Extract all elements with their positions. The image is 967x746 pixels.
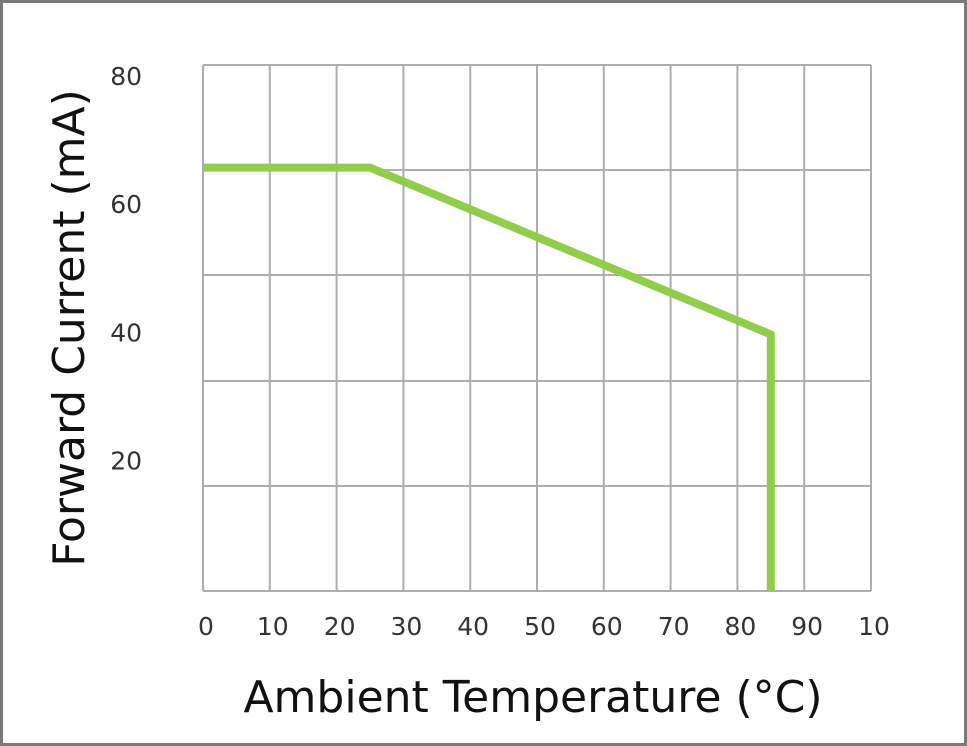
y-tick-label: 40 [110, 318, 142, 347]
y-axis-title: Forward Current (mA) [44, 89, 95, 566]
y-tick-label: 80 [110, 62, 142, 91]
y-tick-label: 60 [110, 190, 142, 219]
x-tick-label: 50 [524, 612, 556, 641]
x-axis-title: Ambient Temperature (°C) [243, 672, 822, 723]
x-tick-label: 80 [724, 612, 756, 641]
x-tick-label: 60 [591, 612, 623, 641]
data-line [203, 163, 775, 591]
x-tick-label: 40 [457, 612, 489, 641]
x-tick-label: 90 [791, 612, 823, 641]
y-tick-label: 20 [110, 447, 142, 476]
x-tick-label: 0 [198, 612, 214, 641]
x-tick-label: 70 [658, 612, 690, 641]
x-tick-label: 10 [858, 612, 890, 641]
x-tick-label: 10 [257, 612, 289, 641]
x-tick-label: 30 [390, 612, 422, 641]
x-tick-label: 20 [324, 612, 356, 641]
